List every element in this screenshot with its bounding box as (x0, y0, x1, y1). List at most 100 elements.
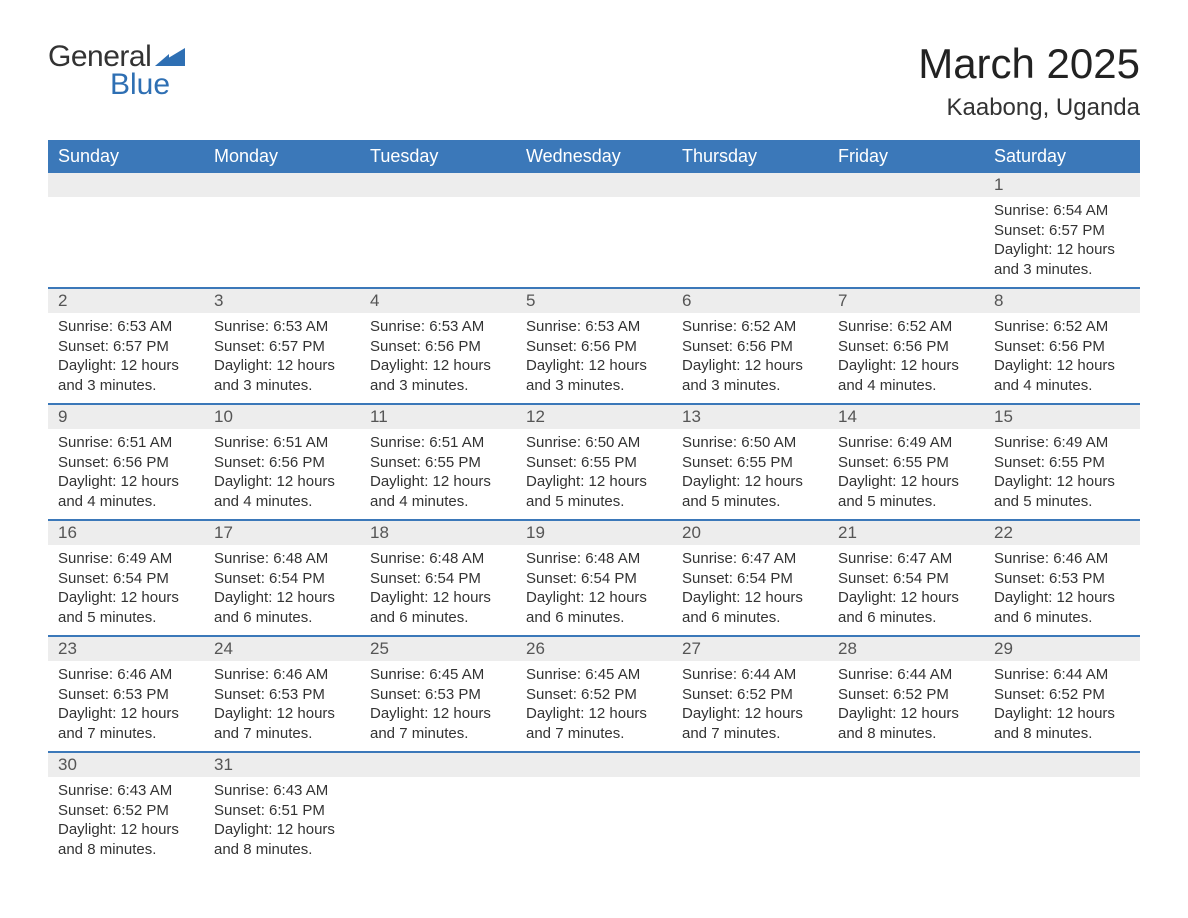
day-number-cell: 11 (360, 404, 516, 429)
day-data-cell: Sunrise: 6:52 AMSunset: 6:56 PMDaylight:… (828, 313, 984, 404)
daylight-text: Daylight: 12 hours and 3 minutes. (526, 356, 662, 395)
day-data-cell: Sunrise: 6:47 AMSunset: 6:54 PMDaylight:… (672, 545, 828, 636)
sunrise-text: Sunrise: 6:47 AM (838, 549, 974, 569)
sunrise-text: Sunrise: 6:53 AM (214, 317, 350, 337)
sunrise-text: Sunrise: 6:50 AM (682, 433, 818, 453)
sunset-text: Sunset: 6:52 PM (682, 685, 818, 705)
daylight-text: Daylight: 12 hours and 7 minutes. (526, 704, 662, 743)
daylight-text: Daylight: 12 hours and 7 minutes. (370, 704, 506, 743)
day-data-cell: Sunrise: 6:45 AMSunset: 6:52 PMDaylight:… (516, 661, 672, 752)
sunset-text: Sunset: 6:54 PM (58, 569, 194, 589)
sunset-text: Sunset: 6:56 PM (682, 337, 818, 357)
day-data-cell (516, 197, 672, 288)
weekday-header: Wednesday (516, 140, 672, 173)
sunrise-text: Sunrise: 6:47 AM (682, 549, 818, 569)
sunset-text: Sunset: 6:55 PM (526, 453, 662, 473)
day-number-row: 16171819202122 (48, 520, 1140, 545)
weekday-row: Sunday Monday Tuesday Wednesday Thursday… (48, 140, 1140, 173)
calendar-head: Sunday Monday Tuesday Wednesday Thursday… (48, 140, 1140, 173)
daylight-text: Daylight: 12 hours and 7 minutes. (58, 704, 194, 743)
sunrise-text: Sunrise: 6:53 AM (58, 317, 194, 337)
sunrise-text: Sunrise: 6:44 AM (682, 665, 818, 685)
sunrise-text: Sunrise: 6:51 AM (214, 433, 350, 453)
day-number-cell: 10 (204, 404, 360, 429)
day-data-row: Sunrise: 6:54 AMSunset: 6:57 PMDaylight:… (48, 197, 1140, 288)
day-number-cell: 15 (984, 404, 1140, 429)
sunrise-text: Sunrise: 6:53 AM (526, 317, 662, 337)
day-number-cell: 5 (516, 288, 672, 313)
day-number-cell: 26 (516, 636, 672, 661)
logo-text-blue: Blue (110, 68, 170, 102)
day-number-cell: 24 (204, 636, 360, 661)
sunrise-text: Sunrise: 6:49 AM (994, 433, 1130, 453)
sunset-text: Sunset: 6:53 PM (58, 685, 194, 705)
day-data-cell (204, 197, 360, 288)
sunrise-text: Sunrise: 6:44 AM (994, 665, 1130, 685)
day-data-cell: Sunrise: 6:45 AMSunset: 6:53 PMDaylight:… (360, 661, 516, 752)
day-number-cell (48, 173, 204, 197)
day-number-cell: 7 (828, 288, 984, 313)
day-data-cell: Sunrise: 6:51 AMSunset: 6:56 PMDaylight:… (204, 429, 360, 520)
day-data-cell: Sunrise: 6:52 AMSunset: 6:56 PMDaylight:… (672, 313, 828, 404)
sunrise-text: Sunrise: 6:48 AM (214, 549, 350, 569)
daylight-text: Daylight: 12 hours and 8 minutes. (838, 704, 974, 743)
sunset-text: Sunset: 6:55 PM (370, 453, 506, 473)
weekday-header: Saturday (984, 140, 1140, 173)
sunrise-text: Sunrise: 6:48 AM (526, 549, 662, 569)
daylight-text: Daylight: 12 hours and 8 minutes. (214, 820, 350, 859)
day-number-row: 9101112131415 (48, 404, 1140, 429)
daylight-text: Daylight: 12 hours and 4 minutes. (214, 472, 350, 511)
daylight-text: Daylight: 12 hours and 3 minutes. (682, 356, 818, 395)
daylight-text: Daylight: 12 hours and 3 minutes. (58, 356, 194, 395)
daylight-text: Daylight: 12 hours and 6 minutes. (682, 588, 818, 627)
sunset-text: Sunset: 6:52 PM (838, 685, 974, 705)
day-data-cell: Sunrise: 6:47 AMSunset: 6:54 PMDaylight:… (828, 545, 984, 636)
daylight-text: Daylight: 12 hours and 6 minutes. (526, 588, 662, 627)
day-data-cell: Sunrise: 6:49 AMSunset: 6:55 PMDaylight:… (828, 429, 984, 520)
sunset-text: Sunset: 6:56 PM (214, 453, 350, 473)
logo: General Blue (48, 40, 185, 102)
weekday-header: Friday (828, 140, 984, 173)
day-data-cell: Sunrise: 6:49 AMSunset: 6:54 PMDaylight:… (48, 545, 204, 636)
sunrise-text: Sunrise: 6:53 AM (370, 317, 506, 337)
day-number-cell (828, 752, 984, 777)
daylight-text: Daylight: 12 hours and 5 minutes. (838, 472, 974, 511)
day-number-row: 2345678 (48, 288, 1140, 313)
sunset-text: Sunset: 6:54 PM (526, 569, 662, 589)
header: General Blue March 2025 Kaabong, Uganda (48, 40, 1140, 122)
day-data-row: Sunrise: 6:53 AMSunset: 6:57 PMDaylight:… (48, 313, 1140, 404)
day-data-cell: Sunrise: 6:46 AMSunset: 6:53 PMDaylight:… (984, 545, 1140, 636)
day-data-cell: Sunrise: 6:50 AMSunset: 6:55 PMDaylight:… (516, 429, 672, 520)
sunset-text: Sunset: 6:54 PM (838, 569, 974, 589)
day-data-cell: Sunrise: 6:43 AMSunset: 6:52 PMDaylight:… (48, 777, 204, 867)
sunset-text: Sunset: 6:54 PM (370, 569, 506, 589)
day-number-cell: 8 (984, 288, 1140, 313)
weekday-header: Thursday (672, 140, 828, 173)
day-data-cell: Sunrise: 6:48 AMSunset: 6:54 PMDaylight:… (204, 545, 360, 636)
day-data-cell (672, 197, 828, 288)
day-number-cell: 22 (984, 520, 1140, 545)
day-number-cell: 9 (48, 404, 204, 429)
day-number-cell: 27 (672, 636, 828, 661)
daylight-text: Daylight: 12 hours and 4 minutes. (838, 356, 974, 395)
day-data-row: Sunrise: 6:51 AMSunset: 6:56 PMDaylight:… (48, 429, 1140, 520)
day-number-cell: 28 (828, 636, 984, 661)
day-data-cell: Sunrise: 6:49 AMSunset: 6:55 PMDaylight:… (984, 429, 1140, 520)
sunset-text: Sunset: 6:52 PM (526, 685, 662, 705)
day-data-cell: Sunrise: 6:44 AMSunset: 6:52 PMDaylight:… (984, 661, 1140, 752)
weekday-header: Sunday (48, 140, 204, 173)
day-number-cell: 12 (516, 404, 672, 429)
day-data-cell: Sunrise: 6:48 AMSunset: 6:54 PMDaylight:… (516, 545, 672, 636)
daylight-text: Daylight: 12 hours and 5 minutes. (526, 472, 662, 511)
day-data-row: Sunrise: 6:43 AMSunset: 6:52 PMDaylight:… (48, 777, 1140, 867)
sunrise-text: Sunrise: 6:46 AM (214, 665, 350, 685)
sunrise-text: Sunrise: 6:52 AM (838, 317, 974, 337)
day-number-cell: 31 (204, 752, 360, 777)
sunrise-text: Sunrise: 6:51 AM (58, 433, 194, 453)
location: Kaabong, Uganda (918, 94, 1140, 122)
day-data-cell: Sunrise: 6:43 AMSunset: 6:51 PMDaylight:… (204, 777, 360, 867)
day-number-cell: 29 (984, 636, 1140, 661)
sunset-text: Sunset: 6:56 PM (526, 337, 662, 357)
daylight-text: Daylight: 12 hours and 3 minutes. (370, 356, 506, 395)
sunrise-text: Sunrise: 6:46 AM (58, 665, 194, 685)
